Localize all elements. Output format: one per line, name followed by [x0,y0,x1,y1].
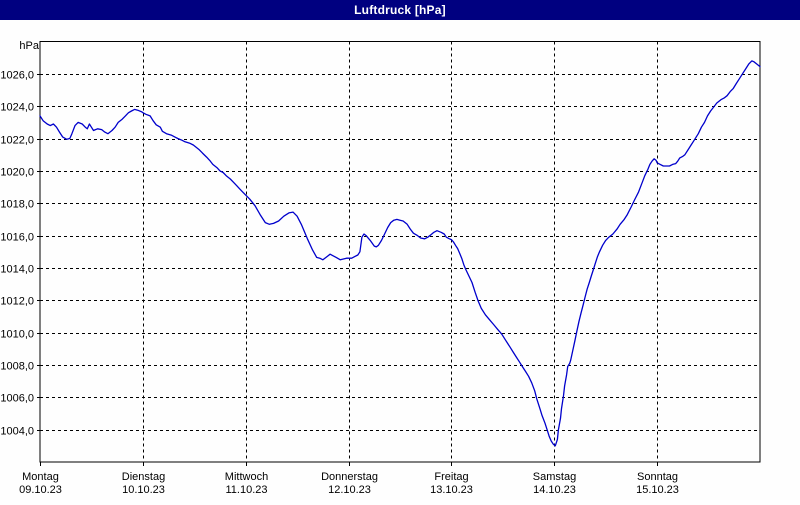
y-tick-label: 1016,0 [0,232,34,244]
y-tick-label: 1010,0 [0,329,34,341]
y-tick-label: 1020,0 [0,167,34,179]
y-tick-label: 1024,0 [0,102,34,114]
y-tick-label: 1008,0 [0,361,34,373]
pressure-curve [39,60,761,447]
tick-layer [37,74,658,466]
x-date-label: 12.10.23 [328,484,371,496]
x-day-label: Donnerstag [321,471,378,483]
y-tick-label: 1004,0 [0,426,34,438]
y-tick-label: 1026,0 [0,70,34,82]
y-tick-label: 1022,0 [0,135,34,147]
grid-layer [40,41,760,462]
label-layer: 1026,0 1024,0 1022,0 1020,0 1018,0 1016,0 1014… [0,70,679,497]
x-date-label: 11.10.23 [225,484,267,496]
title-bar: Luftdruck [hPa] [0,0,800,20]
x-date-label: 15.10.23 [636,484,679,496]
y-tick-label: 1012,0 [0,296,34,308]
x-day-label: Freitag [434,471,468,483]
x-day-label: Dienstag [122,471,165,483]
y-tick-label: 1018,0 [0,199,34,211]
y-tick-label: 1014,0 [0,264,34,276]
x-day-label: Montag [22,471,59,483]
x-date-label: 10.10.23 [122,484,165,496]
x-date-label: 13.10.23 [430,484,473,496]
plot-frame [39,41,761,463]
x-date-label: 09.10.23 [19,484,62,496]
x-day-label: Sonntag [637,471,678,483]
pressure-chart: 1026,0 1024,0 1022,0 1020,0 1018,0 1016,0 1014… [0,40,761,497]
window-title: Luftdruck [hPa] [354,3,446,17]
x-date-label: 14.10.23 [533,484,576,496]
x-day-label: Samstag [533,471,576,483]
y-axis-unit-label: hPa [19,40,39,52]
y-tick-label: 1006,0 [0,393,34,405]
x-day-label: Mittwoch [225,471,268,483]
chart-area: 1026,0 1024,0 1022,0 1020,0 1018,0 1016,0 1014… [0,20,800,500]
